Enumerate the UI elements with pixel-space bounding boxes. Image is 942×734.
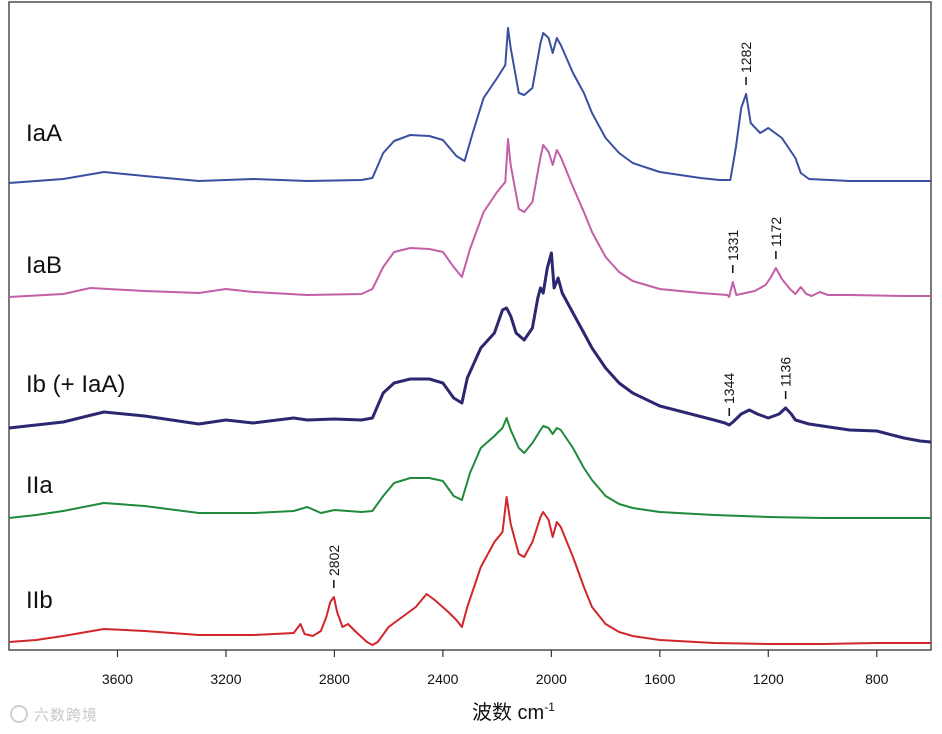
series-line-iia: [8, 417, 931, 519]
x-axis-title-text: 波数 cm: [472, 701, 544, 724]
x-tick-label-800: 800: [865, 671, 889, 687]
series-line-ib-iaa: [8, 251, 932, 444]
watermark-logo-icon: [10, 705, 28, 723]
series-line-iaa: [8, 27, 931, 184]
plot-frame: [8, 1, 932, 651]
series-layer: [8, 27, 932, 646]
series-label-ib: Ib (+ IaA): [26, 371, 125, 398]
x-axis-title-superscript: -1: [544, 700, 555, 714]
peak-label-1172: 1172: [768, 217, 784, 247]
peak-label-1344: 1344: [721, 373, 737, 404]
peak-label-2802: 2802: [326, 545, 342, 576]
series-line-iib: [8, 496, 931, 646]
x-tick-label-3200: 3200: [210, 671, 241, 687]
x-tick-label-2800: 2800: [319, 671, 350, 687]
x-tick-label-3600: 3600: [102, 671, 133, 687]
peak-label-1136: 1136: [778, 357, 794, 387]
x-tick-label-2400: 2400: [427, 671, 458, 687]
x-axis-title: 波数 cm-1: [472, 700, 555, 724]
peak-label-1331: 1331: [725, 230, 741, 261]
series-label-iaa: IaA: [26, 120, 62, 147]
watermark-text: 六数跨境: [34, 706, 99, 724]
x-axis-ticks: 3600 3200 2800 2400 2000 1600 1200 800: [102, 650, 889, 687]
series-label-iib: IIb: [26, 587, 53, 614]
x-tick-label-1600: 1600: [644, 671, 675, 687]
x-tick-label-1200: 1200: [753, 671, 784, 687]
series-label-iia: IIa: [26, 472, 53, 499]
series-labels-layer: IaA IaB Ib (+ IaA) IIa IIb: [26, 120, 125, 614]
series-line-iab: [8, 138, 931, 298]
peak-label-1282: 1282: [738, 42, 754, 73]
watermark: 六数跨境: [10, 704, 98, 725]
series-label-iab: IaB: [26, 252, 62, 279]
annotation-layer: 1282 1331 1172 1344 1136 2802: [326, 42, 794, 588]
x-tick-label-2000: 2000: [536, 671, 567, 687]
